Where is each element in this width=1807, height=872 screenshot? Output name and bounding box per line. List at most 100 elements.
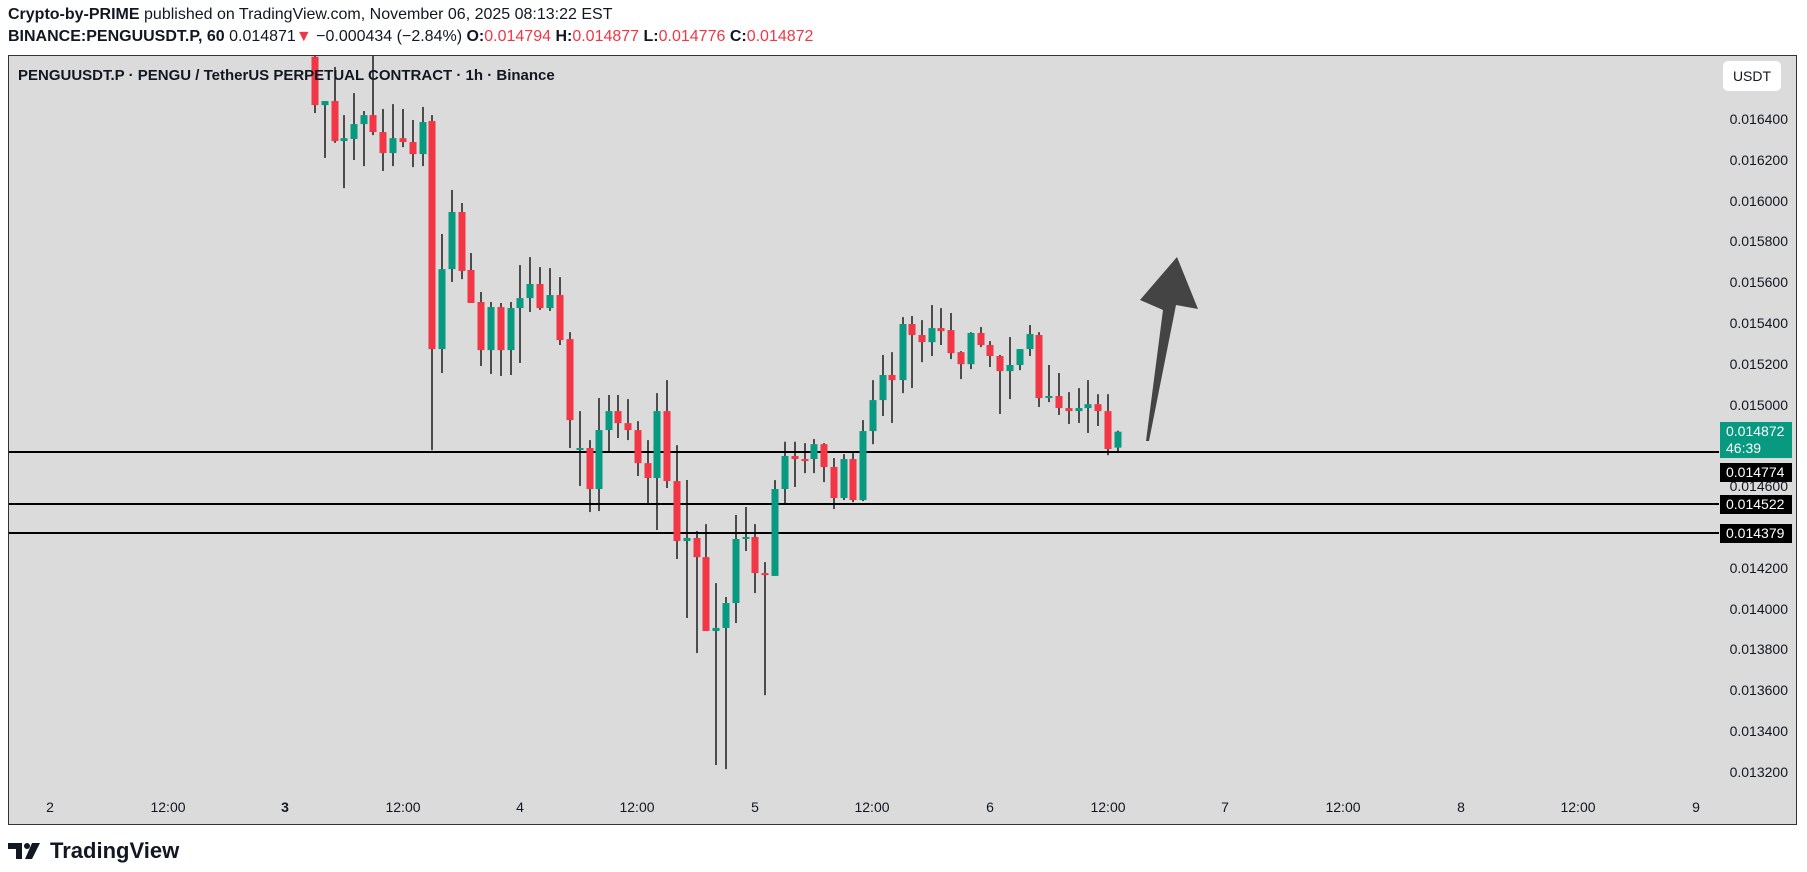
time-tick-label: 12:00 — [385, 799, 421, 815]
candle — [350, 124, 358, 139]
candle — [918, 335, 926, 343]
time-tick-label: 12:00 — [1325, 799, 1361, 815]
bar-countdown: 46:39 — [1726, 440, 1762, 456]
candle — [477, 301, 485, 351]
price-tick-label: 0.016400 — [1729, 111, 1788, 127]
candle — [1084, 404, 1092, 409]
candle — [810, 444, 818, 460]
price-tick-label: 0.013400 — [1729, 723, 1788, 739]
current-price-value: 0.014872 — [1726, 423, 1785, 439]
candle — [830, 467, 838, 499]
level-tag-2: 0.014522 — [1720, 495, 1792, 514]
candle — [576, 448, 584, 451]
time-tick-label: 3 — [281, 799, 289, 815]
level-tag-3: 0.014379 — [1720, 524, 1792, 543]
candle — [419, 122, 427, 155]
candle — [899, 324, 907, 381]
price-tick-label: 0.016000 — [1729, 192, 1788, 209]
candle — [634, 430, 642, 464]
candle — [448, 212, 456, 270]
candle — [605, 411, 613, 431]
candle — [653, 411, 661, 479]
chart-panel[interactable] — [8, 55, 1797, 825]
tradingview-logo-icon — [8, 843, 40, 859]
close-label: C: — [729, 28, 747, 45]
candle — [458, 212, 466, 271]
tradingview-logo[interactable]: TradingView — [8, 838, 179, 864]
candle — [801, 459, 809, 462]
candle — [751, 536, 759, 574]
low-label: L: — [643, 28, 659, 45]
down-arrow-icon: ▼ — [295, 28, 312, 45]
time-tick-label: 8 — [1457, 799, 1465, 815]
candle — [996, 356, 1004, 372]
candle — [947, 330, 955, 354]
level-tag-1: 0.014774 — [1720, 463, 1792, 482]
candle — [722, 603, 730, 628]
time-tick-label: 9 — [1692, 799, 1700, 815]
candle — [937, 328, 945, 332]
price-tick-label: 0.015200 — [1729, 355, 1788, 372]
open-label: O: — [466, 28, 485, 45]
price-tick-label: 0.015000 — [1729, 396, 1788, 413]
candle — [840, 459, 848, 499]
candle — [820, 444, 828, 468]
candle — [859, 431, 867, 501]
last-price: 0.014871 — [229, 28, 296, 45]
candle — [771, 489, 779, 576]
chart-title: PENGUUSDT.P · PENGU / TetherUS PERPETUAL… — [18, 67, 555, 84]
candle — [967, 332, 975, 365]
candle — [556, 295, 564, 341]
price-tick-label: 0.013800 — [1729, 641, 1788, 658]
candle — [586, 448, 594, 490]
candle — [908, 324, 916, 336]
candle — [683, 537, 691, 542]
published-text: published on TradingView.com, November 0… — [144, 6, 613, 23]
candle — [331, 101, 339, 142]
logo-text: TradingView — [50, 838, 180, 863]
time-tick-label: 12:00 — [854, 799, 890, 815]
candle — [595, 430, 603, 490]
candle — [321, 101, 329, 106]
low-value: 0.014776 — [658, 28, 726, 45]
candle — [409, 142, 417, 155]
candle — [497, 307, 505, 351]
candle — [467, 269, 475, 303]
candle — [546, 295, 554, 309]
time-tick-label: 12:00 — [150, 799, 186, 815]
symbol-info: BINANCE:PENGUUSDT.P, 60 0.014871▼ −0.000… — [8, 28, 813, 46]
candle — [1006, 365, 1014, 372]
candle — [712, 627, 720, 632]
author-name[interactable]: Crypto-by-PRIME — [8, 6, 140, 23]
time-tick-label: 7 — [1221, 799, 1229, 815]
candle — [624, 423, 632, 431]
candle — [1055, 396, 1063, 409]
currency-button[interactable]: USDT — [1723, 61, 1781, 91]
candle — [702, 557, 710, 632]
candle — [1094, 404, 1102, 412]
candle — [1114, 431, 1122, 448]
candle — [1104, 411, 1112, 450]
candle — [888, 375, 896, 381]
time-tick-label: 6 — [986, 799, 994, 815]
candle — [869, 400, 877, 432]
time-tick-label: 2 — [46, 799, 54, 815]
candle — [614, 411, 622, 424]
candle — [742, 536, 750, 540]
candle — [1016, 349, 1024, 366]
time-tick-label: 12:00 — [1560, 799, 1596, 815]
candle — [928, 328, 936, 343]
up-arrow-drawing[interactable] — [1140, 257, 1198, 441]
price-tick-label: 0.015600 — [1729, 274, 1788, 291]
high-label: H: — [555, 28, 573, 45]
candle — [849, 459, 857, 501]
candle — [438, 269, 446, 350]
candle — [879, 375, 887, 401]
price-tick-label: 0.013200 — [1729, 763, 1788, 780]
candle — [986, 345, 994, 357]
open-value: 0.014794 — [484, 28, 551, 45]
candle — [732, 539, 740, 604]
candle — [360, 115, 368, 125]
candle — [379, 132, 387, 154]
